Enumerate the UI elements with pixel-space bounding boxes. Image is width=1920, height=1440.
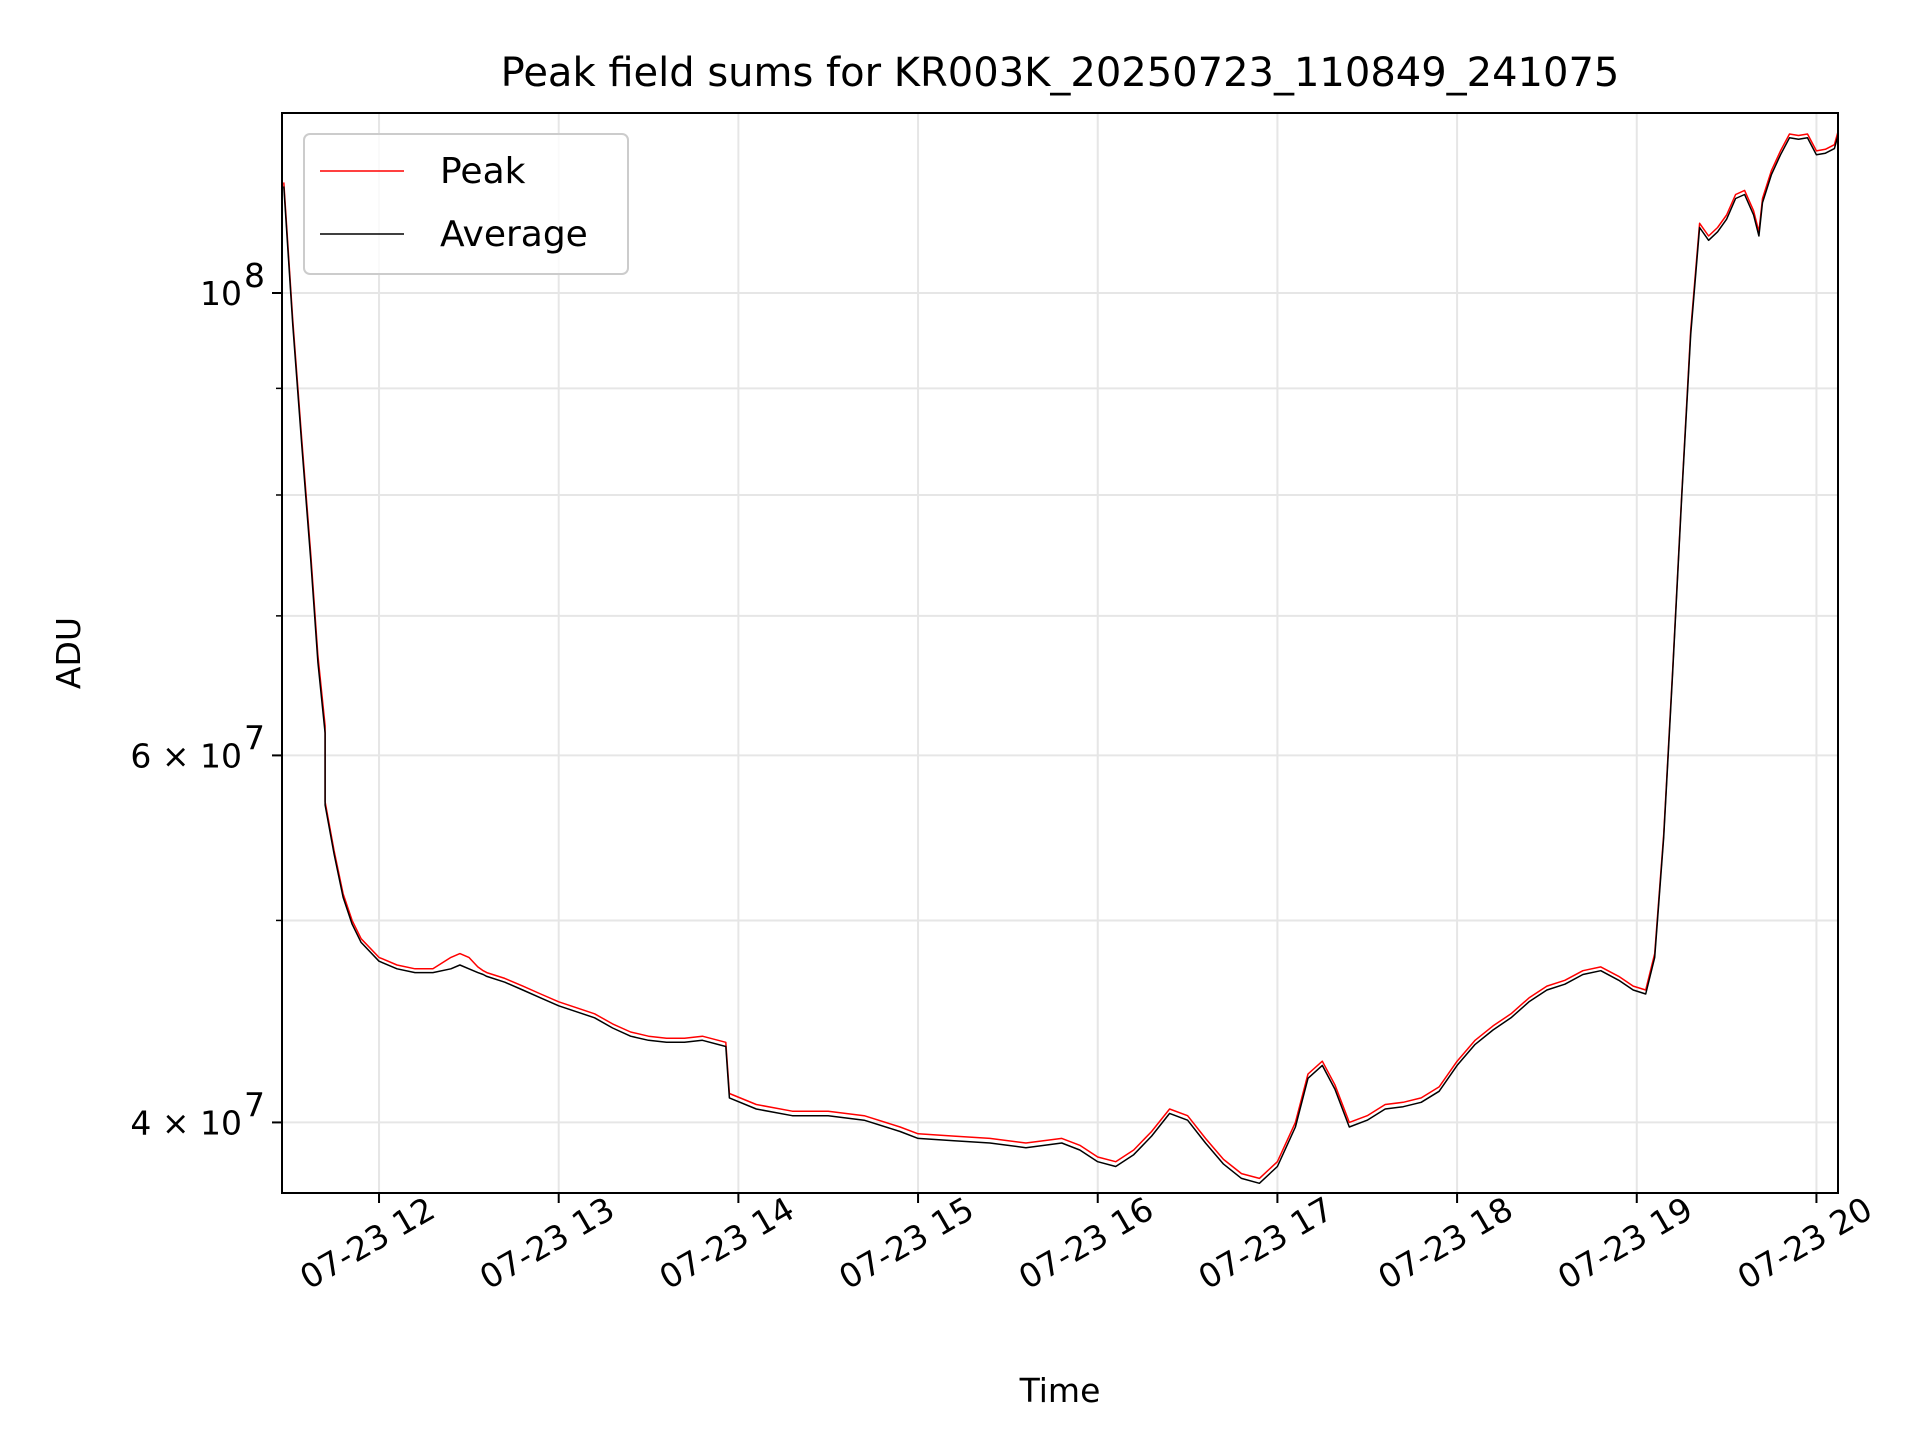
y-tick-label: 10 (200, 274, 242, 313)
legend-box (303, 133, 629, 275)
x-axis-label: Time (1019, 1371, 1101, 1410)
legend: Peak Average (303, 133, 629, 275)
series-line-average (283, 135, 1838, 1185)
y-tick-exponent: 7 (244, 1085, 265, 1124)
plot-frame (281, 112, 1839, 1194)
y-tick-exponent: 7 (244, 718, 265, 757)
series-line-peak (283, 131, 1838, 1180)
legend-label-average: Average (440, 214, 588, 255)
y-tick-label: 4 × 10 (130, 1103, 242, 1142)
legend-label-peak: Peak (440, 151, 526, 192)
y-axis-label: ADU (49, 617, 88, 689)
y-tick-exponent: 8 (244, 256, 265, 295)
grid (282, 113, 1838, 1193)
plot-lines (283, 131, 1838, 1185)
chart-title: Peak field sums for KR003K_20250723_1108… (501, 50, 1620, 96)
y-tick-label: 6 × 10 (130, 736, 242, 775)
